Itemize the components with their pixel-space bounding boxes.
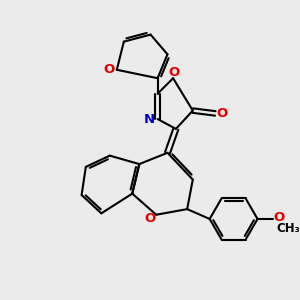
Text: CH₃: CH₃ [277,222,300,235]
Text: O: O [144,212,156,226]
Text: O: O [216,107,227,120]
Text: O: O [103,63,115,76]
Text: N: N [144,112,155,125]
Text: O: O [169,65,180,79]
Text: O: O [274,211,285,224]
